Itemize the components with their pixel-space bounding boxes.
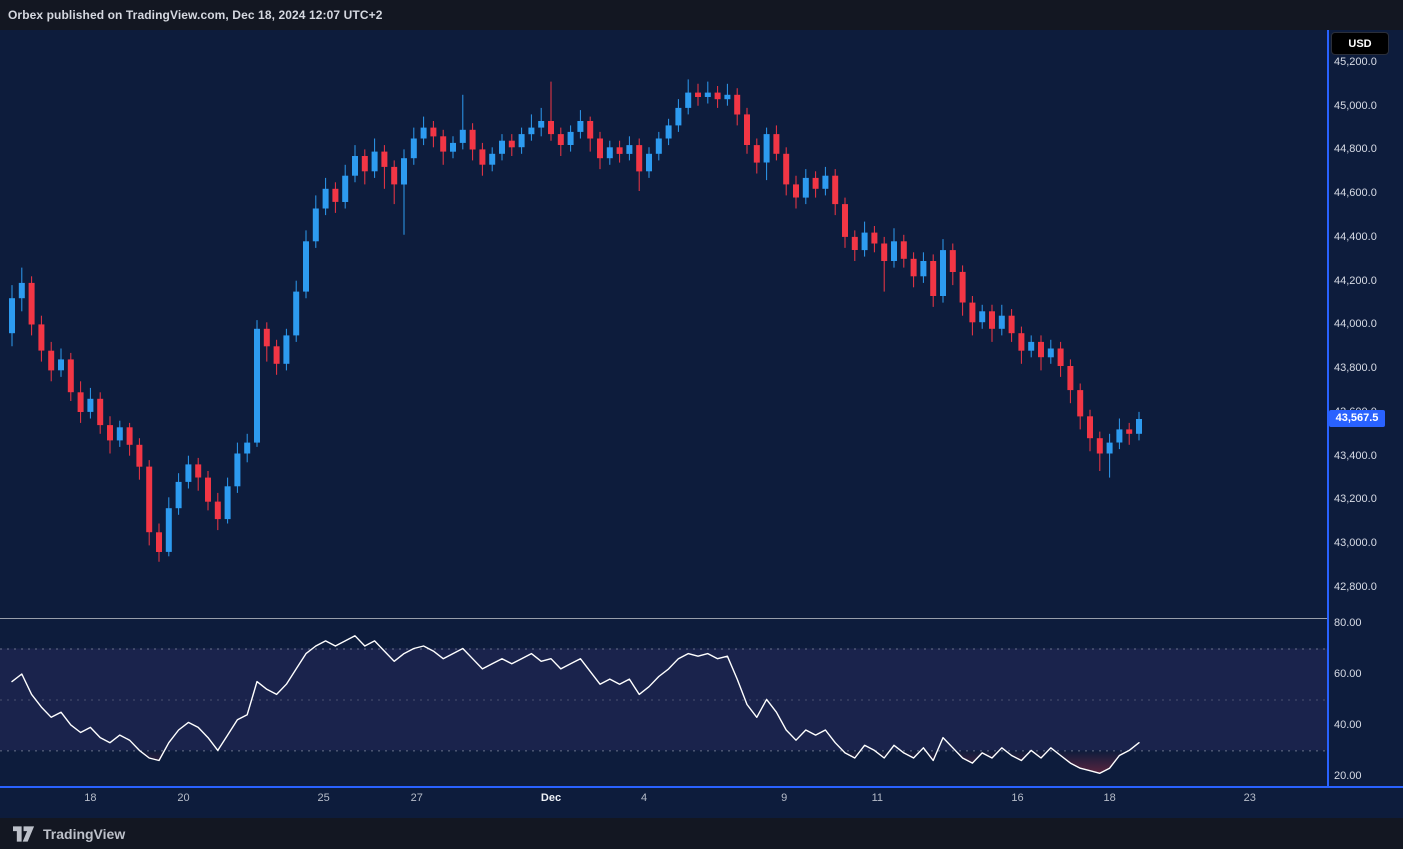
rsi-axis-label: 40.00 — [1334, 718, 1362, 731]
time-axis-label: 27 — [410, 792, 423, 804]
currency-button[interactable]: USD — [1331, 32, 1389, 55]
rsi-oversold-fill — [1031, 750, 1049, 758]
price-axis-label: 45,200.0 — [1334, 55, 1377, 68]
price-axis-label: 44,000.0 — [1334, 318, 1377, 331]
time-axis-label: 11 — [871, 792, 884, 804]
time-axis-label: Dec — [540, 792, 562, 804]
price-axis-label: 44,800.0 — [1334, 143, 1377, 156]
tradingview-logo-icon[interactable] — [13, 825, 36, 842]
rsi-axis-label: 60.00 — [1334, 667, 1362, 680]
price-axis[interactable]: 45,200.0 45,000.0 44,800.0 44,600.0 44,400.0… — [1333, 0, 1401, 818]
price-axis-label: 45,000.0 — [1334, 99, 1377, 112]
price-axis-label: 43,000.0 — [1334, 537, 1377, 550]
rsi-axis-label: 20.00 — [1334, 769, 1362, 782]
candles — [9, 79, 1142, 562]
time-axis-label: 16 — [1011, 792, 1024, 804]
time-axis-label: 23 — [1243, 792, 1256, 804]
price-axis-label: 43,400.0 — [1334, 449, 1377, 462]
time-axis-label: 18 — [84, 792, 97, 804]
price-axis-label: 42,800.0 — [1334, 580, 1377, 593]
rsi-band — [0, 648, 1327, 751]
time-axis-label: 20 — [177, 792, 190, 804]
rsi-oversold-fill — [900, 750, 921, 758]
rsi-oversold-fill — [925, 750, 938, 761]
last-price-value: 43,567.5 — [1335, 412, 1379, 425]
rsi-axis-label: 80.00 — [1334, 617, 1362, 630]
price-axis-label: 44,600.0 — [1334, 187, 1377, 200]
price-axis-label: 44,200.0 — [1334, 274, 1377, 287]
publish-text: Orbex published on TradingView.com, Dec … — [8, 8, 383, 22]
price-axis-label: 43,800.0 — [1334, 362, 1377, 375]
rsi-oversold-fill — [139, 750, 165, 761]
time-axis-label: 4 — [641, 792, 648, 804]
rsi-oversold-fill — [1005, 750, 1032, 761]
chart-widget[interactable] — [0, 30, 1403, 818]
time-axis-label: 25 — [317, 792, 330, 804]
rsi-oversold-fill — [1054, 750, 1130, 774]
rsi-axis[interactable]: 80.00 60.00 40.00 20.00 — [1333, 0, 1401, 818]
rsi-oversold-fill — [874, 750, 891, 758]
tradingview-wordmark[interactable]: TradingView — [43, 825, 126, 842]
last-price-label: 43,567.5 — [1329, 410, 1385, 428]
time-axis-label: 18 — [1103, 792, 1116, 804]
time-axis[interactable]: 18 20 25 27 Dec 4 9 11 16 18 23 — [0, 792, 1327, 812]
rsi-line — [11, 635, 1140, 774]
time-axis-label: 9 — [781, 792, 788, 804]
price-axis-label: 44,400.0 — [1334, 230, 1377, 243]
publish-info-bar: Orbex published on TradingView.com, Dec … — [0, 0, 1403, 30]
footer-bar: TradingView — [0, 818, 1403, 849]
price-axis-label: 43,200.0 — [1334, 493, 1377, 506]
